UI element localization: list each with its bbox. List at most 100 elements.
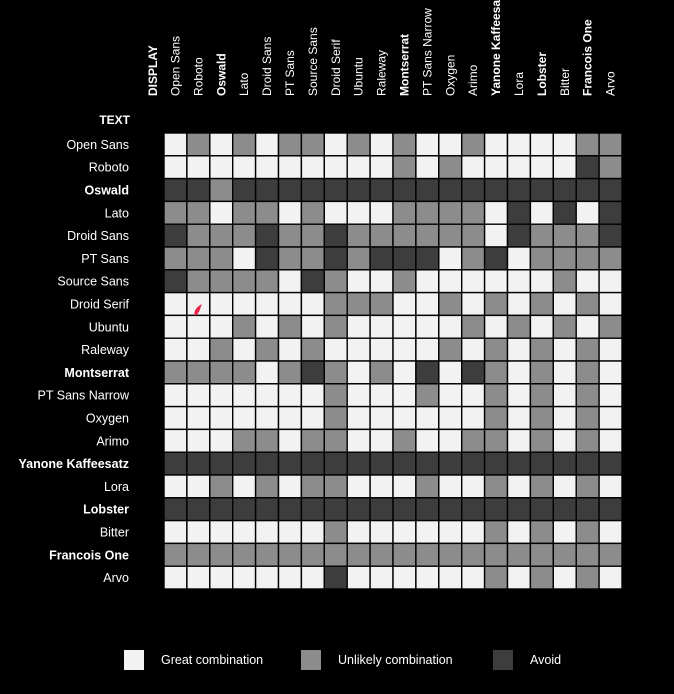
- heatmap-cell: [231, 360, 257, 385]
- heatmap-cell: [461, 337, 486, 362]
- heatmap-cell: [323, 177, 348, 203]
- heatmap-cell: [300, 269, 325, 294]
- heatmap-cell: [506, 223, 532, 248]
- heatmap-cell: [277, 291, 303, 317]
- heatmap-cell: [483, 314, 509, 339]
- heatmap-cell: [461, 200, 486, 225]
- heatmap-cell: [392, 269, 417, 294]
- column-label-droid-sans: Droid Sans: [260, 37, 274, 96]
- heatmap-cell: [529, 314, 555, 339]
- heatmap-cell: [346, 428, 371, 453]
- heatmap-cell: [529, 132, 555, 157]
- heatmap-cell: [575, 291, 600, 317]
- heatmap-cell: [483, 200, 509, 225]
- heatmap-cell: [461, 291, 486, 317]
- heatmap-cell: [186, 474, 211, 499]
- heatmap-cell: [575, 200, 600, 225]
- heatmap-cell: [506, 177, 532, 203]
- heatmap-cell: [461, 519, 486, 545]
- heatmap-cell: [300, 405, 325, 431]
- heatmap-cell: [323, 291, 348, 317]
- heatmap-cell: [254, 200, 280, 225]
- heatmap-cell: [552, 428, 577, 453]
- heatmap-cell: [277, 451, 303, 476]
- heatmap-cell: [346, 542, 371, 567]
- heatmap-cell: [506, 451, 532, 476]
- legend-item-unlikely: Unlikely combination: [301, 650, 453, 670]
- heatmap-cell: [277, 177, 303, 203]
- heatmap-cell: [415, 246, 440, 271]
- heatmap-cell: [209, 360, 234, 385]
- heatmap-cell: [598, 314, 623, 339]
- heatmap-cell: [598, 269, 623, 294]
- heatmap-cell: [461, 428, 486, 453]
- heatmap-cell: [575, 337, 600, 362]
- heatmap-cell: [346, 314, 371, 339]
- row-label-raleway: Raleway: [81, 343, 130, 357]
- heatmap-cell: [209, 155, 234, 180]
- heatmap-cell: [300, 337, 325, 362]
- heatmap-cell: [461, 383, 486, 408]
- heatmap-cell: [369, 428, 394, 453]
- heatmap-cell: [209, 246, 234, 271]
- heatmap-cell: [438, 405, 463, 431]
- heatmap-cell: [209, 314, 234, 339]
- heatmap-cell: [209, 405, 234, 431]
- heatmap-cell: [323, 383, 348, 408]
- heatmap-cell: [415, 223, 440, 248]
- heatmap-cell: [300, 565, 325, 590]
- heatmap-cell: [483, 519, 509, 545]
- heatmap-cell: [506, 314, 532, 339]
- heatmap-cell: [300, 246, 325, 271]
- heatmap-cell: [575, 132, 600, 157]
- legend-label-unlikely: Unlikely combination: [338, 653, 453, 667]
- heatmap-cell: [254, 132, 280, 157]
- heatmap-cell: [415, 383, 440, 408]
- heatmap-cell: [369, 291, 394, 317]
- heatmap-cell: [186, 246, 211, 271]
- heatmap-cell: [529, 269, 555, 294]
- heatmap-cell: [369, 360, 394, 385]
- heatmap-cell: [346, 337, 371, 362]
- heatmap-cell: [483, 155, 509, 180]
- heatmap-cell: [186, 519, 211, 545]
- heatmap-cell: [438, 542, 463, 567]
- heatmap-cell: [186, 337, 211, 362]
- heatmap-cell: [277, 383, 303, 408]
- heatmap-cell: [209, 519, 234, 545]
- column-label-ubuntu: Ubuntu: [352, 57, 366, 96]
- heatmap-cell: [186, 451, 211, 476]
- heatmap-cell: [163, 428, 188, 453]
- row-label-roboto: Roboto: [89, 161, 129, 175]
- heatmap-cell: [392, 314, 417, 339]
- heatmap-cell: [163, 542, 188, 567]
- heatmap-cell: [346, 497, 371, 522]
- heatmap-cell: [392, 155, 417, 180]
- row-label-arimo: Arimo: [96, 434, 129, 448]
- heatmap-cell: [438, 291, 463, 317]
- heatmap-cell: [254, 269, 280, 294]
- heatmap-cell: [438, 451, 463, 476]
- heatmap-cell: [300, 155, 325, 180]
- heatmap-cell: [186, 542, 211, 567]
- heatmap-cell: [529, 565, 555, 590]
- column-labels: Open Sans Roboto Oswald Lato Droid Sans PT Sa…: [168, 0, 617, 96]
- heatmap-cell: [392, 132, 417, 157]
- heatmap-cell: [552, 474, 577, 499]
- heatmap-cell: [209, 337, 234, 362]
- heatmap-cell: [552, 565, 577, 590]
- heatmap-cell: [438, 497, 463, 522]
- heatmap-cell: [369, 337, 394, 362]
- column-label-open-sans: Open Sans: [168, 36, 182, 96]
- heatmap-cell: [506, 132, 532, 157]
- heatmap-cell: [598, 200, 623, 225]
- heatmap-cell: [392, 360, 417, 385]
- heatmap-chart: DISPLAY TEXT Open Sans Roboto Oswald Lato Dr…: [19, 0, 623, 590]
- heatmap-cell: [438, 519, 463, 545]
- heatmap-cell: [506, 155, 532, 180]
- column-label-lobster: Lobster: [535, 52, 549, 96]
- heatmap-cell: [369, 451, 394, 476]
- heatmap-cell: [323, 132, 348, 157]
- heatmap-cell: [483, 269, 509, 294]
- heatmap-cell: [438, 565, 463, 590]
